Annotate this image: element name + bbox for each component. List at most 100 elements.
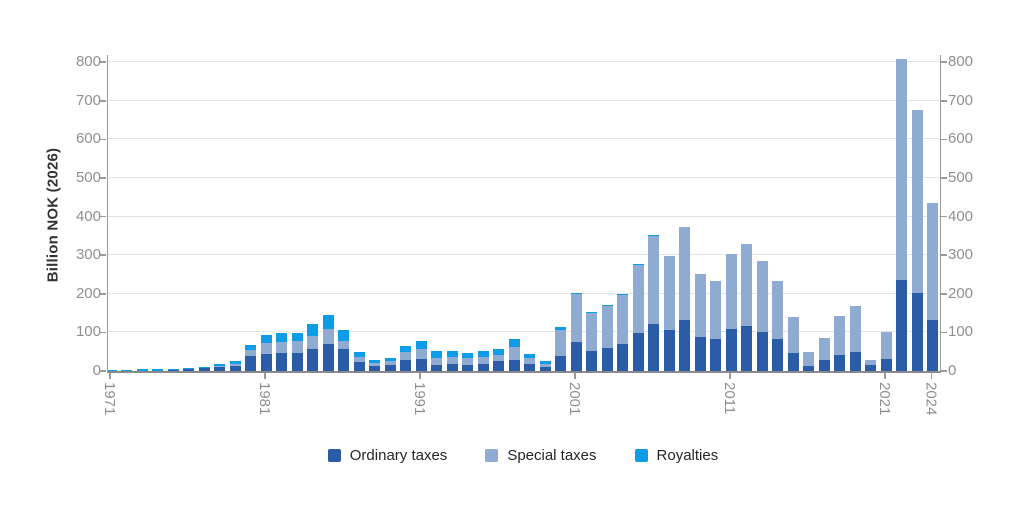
bar-2014-ordinary-taxes[interactable] [772,338,783,371]
bar-1987-ordinary-taxes[interactable] [353,361,365,371]
bar-2013-special-taxes[interactable] [756,261,768,332]
bar-2015-ordinary-taxes[interactable] [787,352,799,371]
bar-1995-royalties[interactable] [477,350,489,357]
bar-1972-royalties[interactable] [121,369,132,371]
bar-1995-special-taxes[interactable] [477,356,489,365]
bar-2003-special-taxes[interactable] [601,305,613,348]
bar-1986-special-taxes[interactable] [338,340,349,349]
bar-1992-ordinary-taxes[interactable] [431,364,442,371]
bar-2014-special-taxes[interactable] [772,280,783,339]
bar-1984-ordinary-taxes[interactable] [307,348,318,371]
bar-1996-royalties[interactable] [493,349,504,356]
bar-1999-royalties[interactable] [539,360,551,364]
bar-1985-ordinary-taxes[interactable] [322,343,334,371]
bar-1987-royalties[interactable] [353,352,365,357]
bar-1999-ordinary-taxes[interactable] [539,367,551,371]
bar-1976-royalties[interactable] [183,367,194,369]
bar-1971-royalties[interactable] [108,369,117,371]
bar-2015-special-taxes[interactable] [787,317,799,353]
bar-1973-royalties[interactable] [136,369,148,371]
bar-2022-ordinary-taxes[interactable] [896,280,907,371]
bar-2017-special-taxes[interactable] [818,338,830,360]
bar-1982-ordinary-taxes[interactable] [276,353,287,371]
bar-1989-royalties[interactable] [384,358,396,362]
bar-1997-ordinary-taxes[interactable] [508,359,520,371]
bar-1988-royalties[interactable] [369,360,380,363]
bar-2021-special-taxes[interactable] [880,332,892,359]
bar-1975-ordinary-taxes[interactable] [167,370,179,371]
bar-1991-special-taxes[interactable] [415,349,427,359]
bar-1985-special-taxes[interactable] [322,328,334,344]
bar-1997-royalties[interactable] [508,338,520,347]
bar-1979-royalties[interactable] [229,360,241,364]
bar-1990-royalties[interactable] [400,346,411,352]
bar-2016-ordinary-taxes[interactable] [803,366,814,371]
bar-1998-ordinary-taxes[interactable] [524,364,535,371]
bar-2012-special-taxes[interactable] [741,243,752,326]
bar-1980-special-taxes[interactable] [245,350,256,356]
bar-1982-royalties[interactable] [276,333,287,342]
bar-2019-ordinary-taxes[interactable] [849,352,861,371]
bar-1998-royalties[interactable] [524,354,535,359]
legend-item-special-taxes[interactable]: Special taxes [485,447,597,464]
bar-2007-special-taxes[interactable] [663,255,675,330]
bar-1989-special-taxes[interactable] [384,361,396,365]
bar-2023-special-taxes[interactable] [911,109,923,294]
bar-1993-royalties[interactable] [446,350,458,357]
bar-1984-royalties[interactable] [307,324,318,336]
bar-2001-royalties[interactable] [570,292,582,294]
bar-2008-special-taxes[interactable] [679,226,690,320]
bar-1983-ordinary-taxes[interactable] [291,352,303,371]
bar-2004-ordinary-taxes[interactable] [617,344,628,371]
bar-2022-special-taxes[interactable] [896,58,907,281]
bar-1979-special-taxes[interactable] [229,363,241,366]
bar-2020-special-taxes[interactable] [865,359,876,365]
bar-2023-ordinary-taxes[interactable] [911,293,923,371]
bar-2008-ordinary-taxes[interactable] [679,319,690,371]
bar-2001-ordinary-taxes[interactable] [570,342,582,371]
bar-2009-special-taxes[interactable] [694,273,706,337]
bar-2002-royalties[interactable] [586,311,597,313]
bar-1999-special-taxes[interactable] [539,363,551,368]
bar-1977-royalties[interactable] [198,366,210,368]
bar-1983-special-taxes[interactable] [291,340,303,353]
bar-2019-special-taxes[interactable] [849,305,861,353]
bar-1991-ordinary-taxes[interactable] [415,358,427,371]
bar-1974-royalties[interactable] [152,369,163,371]
bar-1986-royalties[interactable] [338,330,349,341]
bar-1993-special-taxes[interactable] [446,356,458,365]
bar-1994-ordinary-taxes[interactable] [462,364,473,371]
bar-1980-royalties[interactable] [245,344,256,351]
bar-2006-royalties[interactable] [648,234,659,236]
bar-1977-ordinary-taxes[interactable] [198,367,210,371]
bar-1976-ordinary-taxes[interactable] [183,368,194,371]
bar-2003-ordinary-taxes[interactable] [601,347,613,371]
bar-2024-special-taxes[interactable] [927,203,938,320]
bar-2002-ordinary-taxes[interactable] [586,350,597,371]
bar-2005-royalties[interactable] [632,263,644,265]
bar-2024-ordinary-taxes[interactable] [927,319,938,371]
bar-1978-royalties[interactable] [214,363,225,366]
bar-2018-ordinary-taxes[interactable] [834,354,845,371]
bar-1986-ordinary-taxes[interactable] [338,349,349,371]
bar-2007-ordinary-taxes[interactable] [663,329,675,371]
bar-2010-special-taxes[interactable] [710,280,721,340]
bar-1997-special-taxes[interactable] [508,346,520,360]
bar-2020-ordinary-taxes[interactable] [865,364,876,371]
bar-1981-special-taxes[interactable] [260,342,272,354]
bar-2005-ordinary-taxes[interactable] [632,333,644,371]
bar-2012-ordinary-taxes[interactable] [741,325,752,371]
legend-item-royalties[interactable]: Royalties [634,447,718,464]
bar-1998-special-taxes[interactable] [524,358,535,365]
bar-2004-special-taxes[interactable] [617,294,628,345]
bar-2021-ordinary-taxes[interactable] [880,358,892,371]
bar-1983-royalties[interactable] [291,333,303,341]
bar-2005-special-taxes[interactable] [632,264,644,334]
bar-2006-special-taxes[interactable] [648,235,659,325]
bar-1990-ordinary-taxes[interactable] [400,360,411,371]
bar-2013-ordinary-taxes[interactable] [756,331,768,371]
bar-1988-ordinary-taxes[interactable] [369,365,380,371]
bar-2000-special-taxes[interactable] [555,329,566,356]
bar-1994-special-taxes[interactable] [462,357,473,365]
bar-2006-ordinary-taxes[interactable] [648,324,659,371]
